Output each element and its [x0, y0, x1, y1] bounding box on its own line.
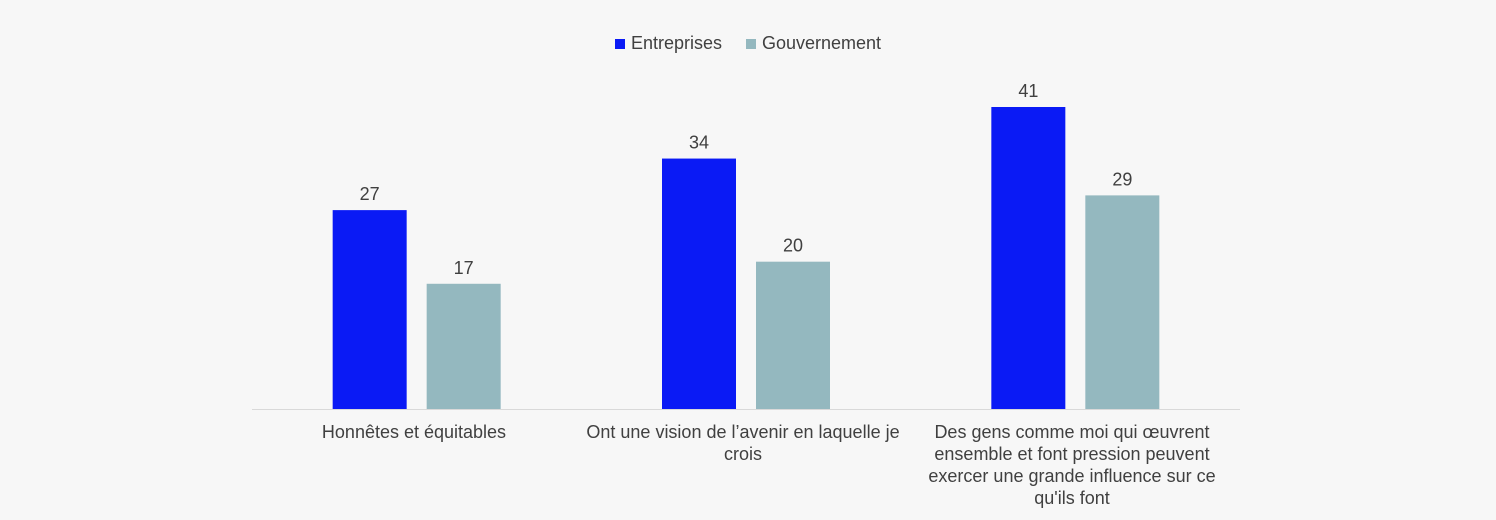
- data-label-entreprises-0: 27: [360, 184, 380, 204]
- legend-item-gouvernement: Gouvernement: [745, 33, 882, 54]
- legend-swatch-gouvernement: [745, 38, 756, 49]
- chart-legend: Entreprises Gouvernement: [0, 33, 1496, 54]
- bar-entreprises-0: [332, 210, 407, 409]
- data-label-entreprises-1: 34: [689, 133, 709, 153]
- category-label-vision: Ont une vision de l’avenir en laquelle j…: [586, 422, 900, 464]
- data-label-gouvernement-0: 17: [454, 258, 474, 278]
- data-label-gouvernement-1: 20: [783, 236, 803, 256]
- category-label-gens: Des gens comme moi qui œuvrent ensemble …: [928, 422, 1216, 508]
- legend-swatch-entreprises: [614, 38, 625, 49]
- bar-entreprises-1: [662, 158, 736, 409]
- bar-gouvernement-0: [426, 283, 501, 409]
- bar-entreprises-2: [991, 107, 1066, 409]
- bar-gouvernement-1: [756, 261, 830, 409]
- category-label-honnetes: Honnêtes et équitables: [321, 422, 507, 442]
- data-label-entreprises-2: 41: [1018, 81, 1038, 101]
- data-label-gouvernement-2: 29: [1112, 169, 1132, 189]
- legend-item-entreprises: Entreprises: [614, 33, 722, 54]
- bar-gouvernement-2: [1085, 195, 1160, 409]
- legend-label-entreprises: Entreprises: [630, 33, 722, 53]
- legend-label-gouvernement: Gouvernement: [761, 33, 882, 53]
